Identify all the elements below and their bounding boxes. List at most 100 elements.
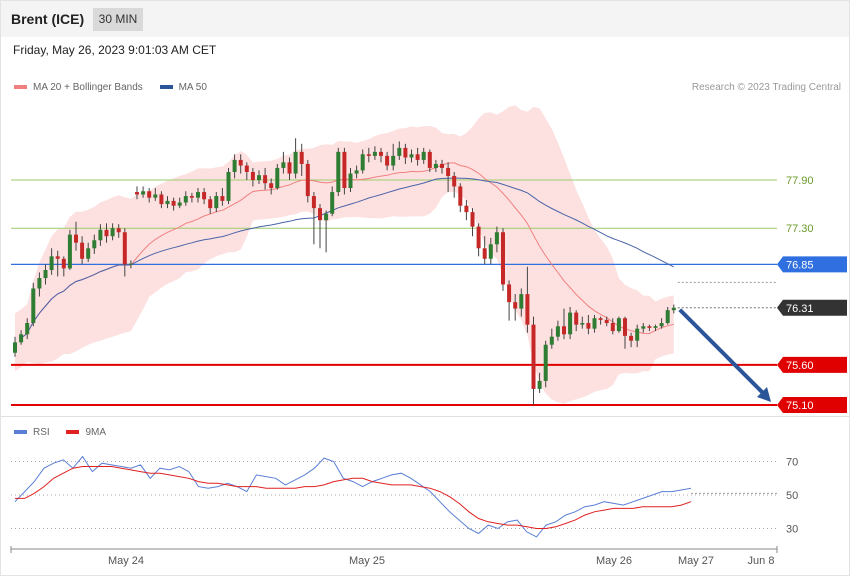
candle-body bbox=[25, 323, 30, 335]
candle bbox=[305, 159, 310, 203]
candle bbox=[135, 186, 139, 200]
candle-body bbox=[153, 194, 158, 198]
candle bbox=[177, 197, 182, 209]
legend-9ma-label: 9MA bbox=[85, 427, 107, 438]
candle bbox=[507, 280, 512, 321]
chart-datetime: Friday, May 26, 2023 9:01:03 AM CET bbox=[13, 43, 217, 57]
candle bbox=[452, 171, 457, 198]
x-tick-label: May 25 bbox=[349, 555, 385, 567]
candle-body bbox=[98, 229, 103, 241]
candle bbox=[189, 192, 194, 203]
candle-body bbox=[507, 284, 512, 303]
candle-body bbox=[275, 167, 280, 189]
candle-body bbox=[49, 256, 54, 270]
main-legend: MA 20 + Bollinger Bands MA 50 bbox=[14, 82, 221, 93]
candle bbox=[116, 224, 121, 238]
candle-body bbox=[659, 323, 664, 327]
candle bbox=[324, 210, 329, 253]
candle bbox=[287, 157, 292, 180]
candle-body bbox=[336, 151, 341, 193]
candle bbox=[580, 316, 585, 329]
legend-rsi: RSI bbox=[14, 427, 50, 438]
candle-body bbox=[159, 194, 164, 205]
candle bbox=[482, 236, 487, 265]
instrument-title: Brent (ICE) bbox=[11, 11, 85, 27]
candle-body bbox=[110, 228, 115, 237]
candle bbox=[110, 223, 115, 241]
candle bbox=[122, 228, 127, 277]
candle-body bbox=[31, 288, 36, 324]
candle-body bbox=[610, 323, 615, 332]
candle bbox=[232, 154, 237, 179]
candle bbox=[433, 159, 438, 172]
candle-body bbox=[281, 162, 286, 168]
candle bbox=[104, 223, 109, 243]
candle bbox=[43, 264, 48, 285]
candle bbox=[354, 165, 359, 179]
candle-body bbox=[385, 155, 390, 166]
candle-body bbox=[196, 192, 200, 198]
candle-body bbox=[171, 200, 176, 206]
candle bbox=[519, 288, 524, 317]
candle-body bbox=[476, 226, 481, 249]
candle-body bbox=[470, 212, 475, 227]
candle-body bbox=[452, 175, 457, 187]
candle bbox=[80, 236, 85, 265]
candle-body bbox=[293, 151, 298, 174]
candle bbox=[653, 324, 658, 332]
candle bbox=[141, 186, 146, 198]
candle bbox=[574, 310, 579, 332]
legend-rsi-label: RSI bbox=[33, 427, 50, 438]
candle bbox=[366, 147, 371, 163]
candle-body bbox=[238, 159, 243, 166]
candle-body bbox=[562, 326, 566, 335]
candle bbox=[147, 188, 152, 203]
candle-body bbox=[208, 199, 213, 209]
candle bbox=[220, 188, 225, 206]
timeframe-badge[interactable]: 30 MIN bbox=[93, 8, 143, 31]
candle-body bbox=[482, 248, 487, 259]
candle-body bbox=[427, 151, 432, 168]
candle bbox=[13, 336, 17, 357]
candle bbox=[494, 226, 499, 253]
candle-body bbox=[440, 163, 444, 168]
candle-body bbox=[574, 312, 579, 325]
candle-body bbox=[586, 323, 591, 329]
candle bbox=[257, 170, 261, 185]
rsi-series-9MA bbox=[15, 466, 692, 529]
candle bbox=[488, 237, 493, 265]
candle bbox=[153, 188, 158, 201]
candle-body bbox=[202, 192, 207, 200]
rsi-series-RSI bbox=[14, 455, 692, 538]
candle-body bbox=[263, 175, 268, 184]
candle-body bbox=[61, 258, 66, 269]
candle-body bbox=[568, 312, 573, 335]
candle-body bbox=[80, 242, 85, 259]
candle-body bbox=[360, 154, 365, 171]
candle-body bbox=[555, 326, 560, 337]
candle-body bbox=[177, 202, 182, 206]
candle bbox=[629, 332, 634, 348]
candle bbox=[421, 147, 426, 164]
x-tick-label: May 24 bbox=[108, 555, 144, 567]
candle-body bbox=[592, 318, 597, 329]
candle bbox=[183, 191, 188, 206]
candle bbox=[562, 308, 566, 340]
candle bbox=[671, 304, 676, 314]
candle-body bbox=[366, 154, 371, 156]
candle bbox=[665, 306, 670, 325]
candle bbox=[555, 320, 560, 341]
candle bbox=[263, 167, 268, 190]
candle bbox=[385, 151, 390, 171]
candle-body bbox=[372, 151, 377, 156]
candle bbox=[49, 248, 54, 275]
candle bbox=[360, 149, 365, 174]
candle bbox=[616, 316, 621, 333]
candle-body bbox=[147, 191, 152, 198]
candle bbox=[610, 318, 615, 335]
forecast-arrow-head bbox=[757, 387, 771, 402]
rsi-tick-label-50: 50 bbox=[786, 490, 798, 502]
candle-body bbox=[13, 342, 17, 353]
candle bbox=[592, 315, 597, 333]
candle-body bbox=[519, 294, 524, 309]
